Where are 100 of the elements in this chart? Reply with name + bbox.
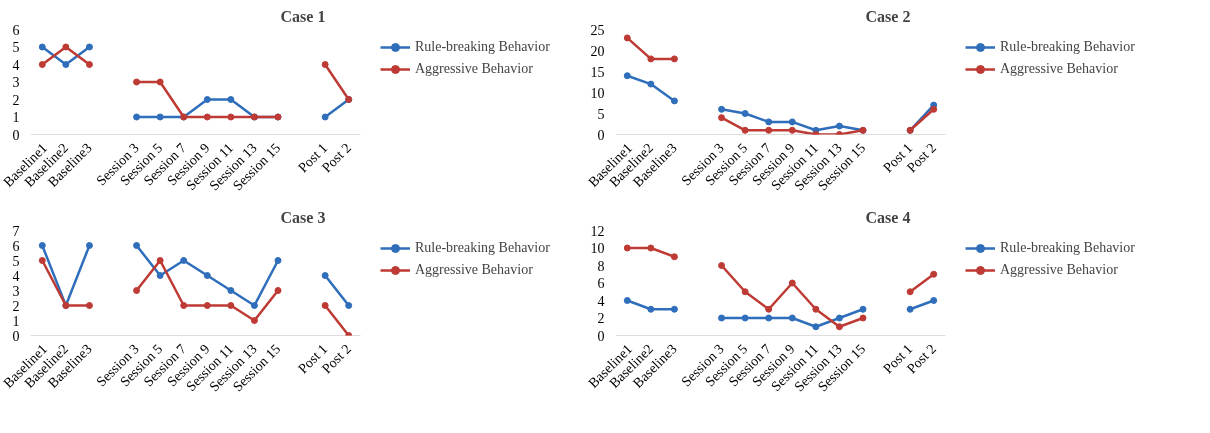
y-tick-label: 20 [590,43,605,59]
legend-label: Aggressive Behavior [415,262,533,278]
point [788,314,796,322]
point [741,314,749,322]
point [930,297,938,304]
point [647,80,655,88]
point [227,302,235,309]
point [906,305,914,313]
point [647,244,655,252]
y-tick-label: 6 [597,276,605,291]
point [133,78,141,86]
point [812,323,820,331]
legend-label: Rule-breaking Behavior [415,39,550,55]
point [133,113,141,121]
point [623,34,631,42]
point [85,242,93,249]
point [62,61,70,68]
point [321,61,329,68]
point [85,43,93,51]
point [156,257,164,264]
legend-label: Rule-breaking Behavior [415,240,550,256]
point [788,126,796,134]
legend-label: Aggressive Behavior [415,61,533,77]
point [227,96,235,103]
point [930,270,938,278]
y-tick-label: 0 [597,328,605,344]
point [203,96,211,103]
point [741,126,749,134]
chart-title: Case 2 [865,7,911,25]
y-tick-label: 10 [590,241,605,256]
y-tick-label: 5 [12,253,20,269]
y-tick-label: 1 [12,110,20,125]
chart-title: Case 4 [865,208,911,226]
point [741,288,749,296]
y-tick-label: 8 [597,258,605,274]
legend-label: Rule-breaking Behavior [1000,240,1135,256]
point [85,302,93,309]
point [38,43,46,51]
point [765,118,773,126]
y-tick-label: 3 [12,75,20,90]
point [623,72,631,80]
legend-label: Rule-breaking Behavior [1000,39,1135,55]
y-tick-label: 0 [597,127,605,143]
point [906,288,914,296]
point [180,257,188,264]
point [203,272,211,279]
point [203,113,211,121]
point [156,272,164,279]
point [180,302,188,309]
point [765,126,773,134]
point [765,314,773,322]
y-tick-label: 15 [590,64,605,80]
point [718,114,726,122]
point [203,302,211,309]
point [623,244,631,252]
point [250,317,258,324]
y-tick-label: 6 [12,22,20,38]
point [274,257,282,264]
point [718,105,726,113]
point [321,113,329,121]
point [812,305,820,313]
point [835,314,843,322]
y-tick-label: 5 [12,40,20,55]
y-tick-label: 0 [12,127,20,143]
point [321,302,329,309]
y-tick-label: 25 [590,22,605,38]
point [647,305,655,313]
point [670,97,678,105]
point [227,287,235,294]
y-tick-label: 5 [597,106,605,122]
point [930,105,938,113]
point [670,305,678,313]
point [718,314,726,322]
point [670,55,678,63]
legend-label: Aggressive Behavior [1000,262,1118,278]
y-tick-label: 6 [12,238,20,254]
point [765,305,773,313]
point [250,302,258,309]
point [38,242,46,249]
y-tick-label: 1 [12,313,20,329]
point [156,113,164,121]
point [741,110,749,117]
y-tick-label: 3 [12,283,20,299]
y-tick-label: 7 [12,223,20,239]
point [835,323,843,331]
y-tick-label: 4 [12,57,20,73]
y-tick-label: 4 [597,293,605,309]
point [38,61,46,68]
point [788,279,796,287]
y-tick-label: 2 [12,298,20,314]
point [859,305,867,313]
y-tick-label: 0 [12,328,20,344]
point [38,257,46,264]
point [227,113,235,121]
point [274,287,282,294]
point [788,118,796,126]
point [647,55,655,63]
chart-title: Case 3 [280,208,326,226]
point [835,122,843,130]
point [62,43,70,51]
